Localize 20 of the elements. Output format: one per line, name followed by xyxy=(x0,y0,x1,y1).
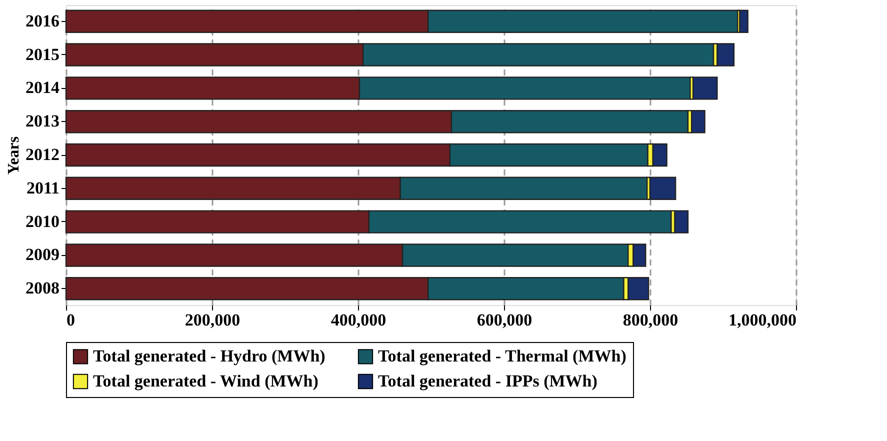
x-tick-label: 0 xyxy=(66,310,75,330)
x-tick-label: 800,000 xyxy=(622,310,678,330)
legend-label: Total generated - Thermal (MWh) xyxy=(378,346,626,366)
y-tick-label: 2013 xyxy=(26,112,60,131)
y-tick-label: 2016 xyxy=(26,11,60,30)
y-tick-label: 2010 xyxy=(26,212,60,231)
legend-label: Total generated - Hydro (MWh) xyxy=(93,346,326,366)
y-tick-label: 2012 xyxy=(26,145,60,164)
x-tick-label: 200,000 xyxy=(184,310,240,330)
x-tick-label: 1,000,000 xyxy=(728,310,796,330)
y-tick-label: 2009 xyxy=(26,245,60,264)
y-tick-label: 2015 xyxy=(26,44,60,64)
y-axis-title: Years xyxy=(6,136,22,175)
legend-label: Total generated - Wind (MWh) xyxy=(93,372,318,390)
x-tick-label: 400,000 xyxy=(330,310,386,330)
y-tick-label: 2008 xyxy=(26,278,60,298)
legend-label: Total generated - IPPs (MWh) xyxy=(378,372,598,390)
x-tick-label: 600,000 xyxy=(476,310,532,330)
y-tick-label: 2011 xyxy=(26,178,60,198)
y-tick-label: 2014 xyxy=(26,78,60,98)
